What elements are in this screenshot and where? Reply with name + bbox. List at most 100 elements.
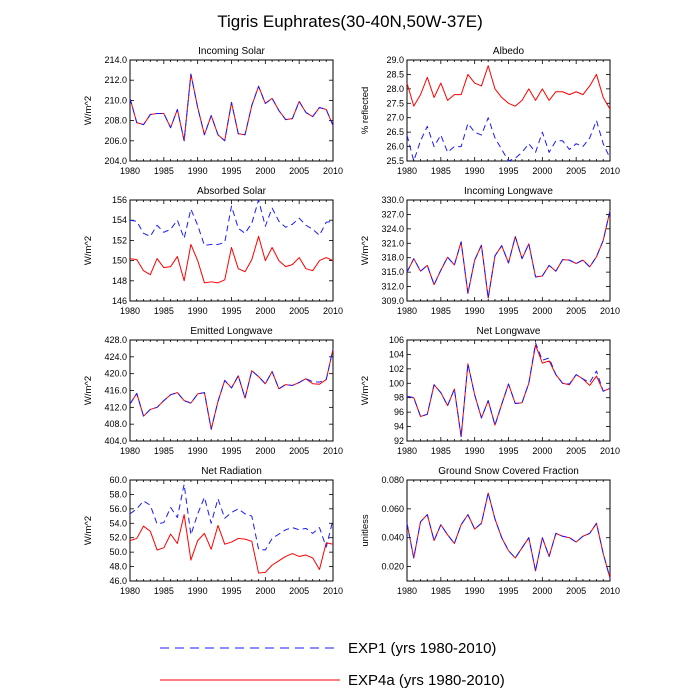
panel-incoming-longwave: Incoming Longwave 1980 1985 1990 1995 2000 200… xyxy=(360,186,620,316)
y-tick-label: 318.0 xyxy=(381,253,404,263)
series-line-exp1 xyxy=(406,210,611,299)
x-tick-label: 2005 xyxy=(566,306,586,316)
x-tick-label: 1980 xyxy=(120,446,140,456)
x-tick-label: 2010 xyxy=(323,166,343,176)
panel-title: Ground Snow Covered Fraction xyxy=(438,466,579,477)
x-tick-label: 2000 xyxy=(255,306,275,316)
y-tick-label: 309.0 xyxy=(381,296,404,306)
x-tick-label: 2010 xyxy=(323,586,343,596)
y-axis-label: W/m^2 xyxy=(360,376,371,405)
x-tick-label: 1985 xyxy=(154,166,174,176)
y-tick-label: 102 xyxy=(389,364,404,374)
x-tick-label: 1985 xyxy=(431,306,451,316)
y-tick-label: 52.0 xyxy=(109,533,127,543)
legend-label-exp4a: EXP4a (yrs 1980-2010) xyxy=(348,672,505,689)
series-line-exp1 xyxy=(129,199,334,246)
x-tick-label: 2000 xyxy=(532,166,552,176)
x-tick-label: 2005 xyxy=(289,166,309,176)
y-tick-label: 152 xyxy=(112,235,127,245)
x-tick-label: 1995 xyxy=(221,586,241,596)
x-tick-label: 2000 xyxy=(532,306,552,316)
series-line-exp1 xyxy=(406,342,611,438)
x-tick-label: 1985 xyxy=(431,166,451,176)
x-tick-label: 2000 xyxy=(532,446,552,456)
y-tick-label: 94 xyxy=(394,422,404,432)
x-tick-label: 1990 xyxy=(188,586,208,596)
y-axis-label: W/m^2 xyxy=(83,96,94,125)
panel-absorbed-solar: Absorbed Solar 1980 1985 1990 1995 2000 2005 20… xyxy=(83,186,343,316)
y-tick-label: 416.0 xyxy=(104,386,127,396)
x-tick-label: 2005 xyxy=(566,586,586,596)
panel-title: Incoming Solar xyxy=(198,46,265,57)
y-tick-label: 214.0 xyxy=(104,55,127,65)
y-tick-label: 28.5 xyxy=(386,69,404,79)
x-tick-label: 2005 xyxy=(289,306,309,316)
y-tick-label: 148 xyxy=(112,276,127,286)
panel-net-radiation: Net Radiation 1980 1985 1990 1995 2000 2005 201… xyxy=(83,466,343,596)
x-tick-label: 2010 xyxy=(600,166,620,176)
panel-emitted-longwave: Emitted Longwave 1980 1985 1990 1995 2000 2005… xyxy=(83,326,343,456)
y-tick-label: 321.0 xyxy=(381,238,404,248)
y-tick-label: 154 xyxy=(112,215,127,225)
y-tick-label: 26.0 xyxy=(386,142,404,152)
x-tick-label: 1990 xyxy=(188,166,208,176)
y-tick-label: 327.0 xyxy=(381,209,404,219)
x-tick-label: 1995 xyxy=(221,446,241,456)
y-tick-label: 106 xyxy=(389,335,404,345)
figure-title: Tigris Euphrates(30-40N,50W-37E) xyxy=(217,12,483,31)
y-tick-label: 210.0 xyxy=(104,95,127,105)
x-tick-label: 1995 xyxy=(498,446,518,456)
panel-net-longwave: Net Longwave 1980 1985 1990 1995 2000 2005 2010… xyxy=(360,326,620,456)
y-tick-label: 27.5 xyxy=(386,98,404,108)
x-tick-label: 1990 xyxy=(188,446,208,456)
x-tick-label: 1985 xyxy=(154,586,174,596)
legend: EXP1 (yrs 1980-2010) EXP4a (yrs 1980-201… xyxy=(160,640,505,689)
series-line-exp1 xyxy=(129,73,334,142)
y-tick-label: 100 xyxy=(389,378,404,388)
panel-grid: Incoming Solar 1980 1985 1990 1995 2000 2005 20… xyxy=(83,46,620,596)
y-tick-label: 428.0 xyxy=(104,335,127,345)
x-tick-label: 1980 xyxy=(120,166,140,176)
series-line-exp4a xyxy=(129,235,334,284)
y-tick-label: 60.0 xyxy=(109,475,127,485)
x-tick-label: 2005 xyxy=(566,166,586,176)
x-tick-label: 2000 xyxy=(532,586,552,596)
y-tick-label: 206.0 xyxy=(104,136,127,146)
panel-title: Net Radiation xyxy=(201,466,262,477)
x-tick-label: 1985 xyxy=(431,586,451,596)
x-tick-label: 2010 xyxy=(600,446,620,456)
x-tick-label: 1980 xyxy=(397,586,417,596)
y-tick-label: 412.0 xyxy=(104,402,127,412)
x-tick-label: 2000 xyxy=(255,446,275,456)
x-tick-label: 1995 xyxy=(498,586,518,596)
y-axis-label: W/m^2 xyxy=(83,516,94,545)
x-tick-label: 1990 xyxy=(465,306,485,316)
y-tick-label: 156 xyxy=(112,195,127,205)
y-tick-label: 330.0 xyxy=(381,195,404,205)
x-tick-label: 1980 xyxy=(120,586,140,596)
y-tick-label: 408.0 xyxy=(104,419,127,429)
y-axis-label: W/m^2 xyxy=(83,236,94,265)
y-tick-label: 0.080 xyxy=(381,475,404,485)
y-axis-label: unitless xyxy=(360,514,371,546)
x-tick-label: 2010 xyxy=(323,446,343,456)
y-axis-label: W/m^2 xyxy=(360,236,371,265)
x-tick-label: 1980 xyxy=(120,306,140,316)
y-tick-label: 424.0 xyxy=(104,352,127,362)
series-line-exp1 xyxy=(406,117,611,162)
y-tick-label: 315.0 xyxy=(381,267,404,277)
panel-title: Incoming Longwave xyxy=(464,186,553,197)
x-tick-label: 2005 xyxy=(289,586,309,596)
x-tick-label: 2005 xyxy=(566,446,586,456)
y-tick-label: 54.0 xyxy=(109,518,127,528)
x-tick-label: 1985 xyxy=(431,446,451,456)
y-tick-label: 0.060 xyxy=(381,504,404,514)
y-tick-label: 204.0 xyxy=(104,156,127,166)
y-tick-label: 0.020 xyxy=(381,562,404,572)
panel-ground-snow-covered-fraction: Ground Snow Covered Fraction 1980 1985 1990… xyxy=(360,466,620,596)
x-tick-label: 1995 xyxy=(221,166,241,176)
y-tick-label: 58.0 xyxy=(109,489,127,499)
y-tick-label: 28.0 xyxy=(386,84,404,94)
